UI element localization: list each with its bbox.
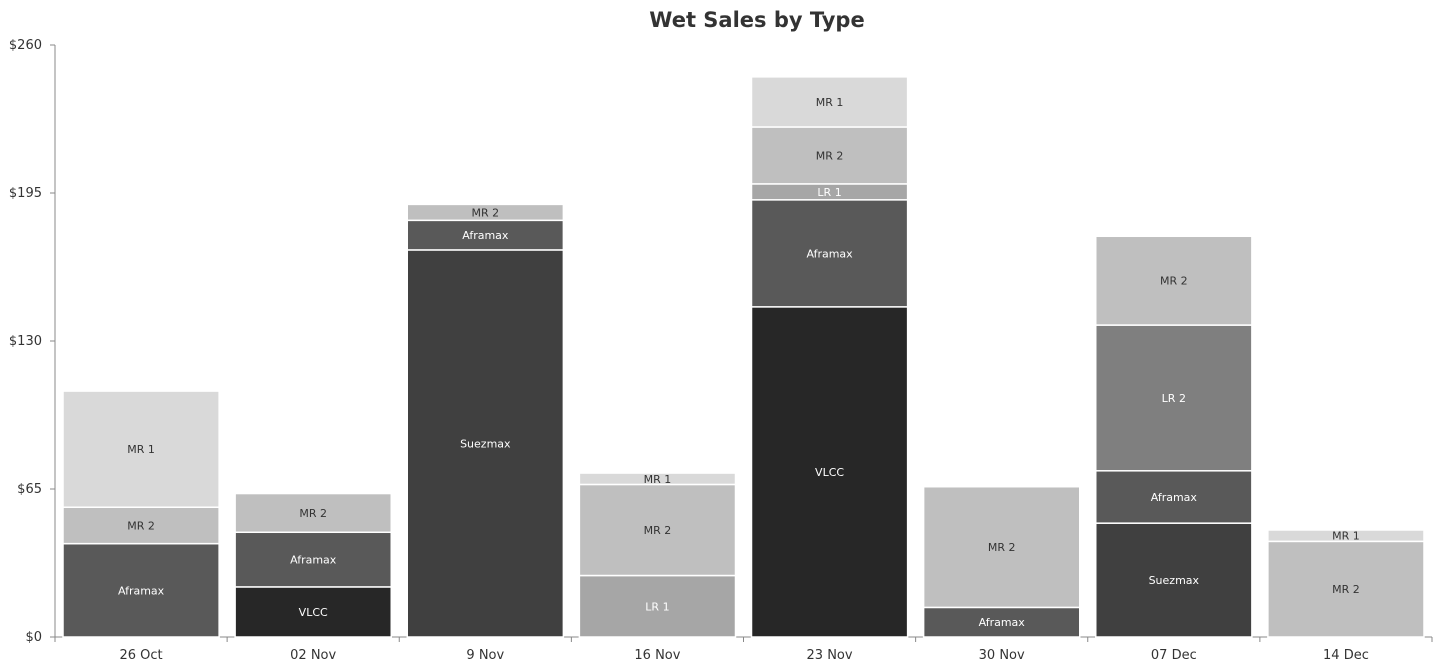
data-label: MR 1 — [816, 96, 844, 109]
data-label: LR 1 — [817, 186, 841, 199]
data-label: Aframax — [979, 616, 1026, 629]
bar-segment — [1095, 324, 1253, 472]
bar-segment — [750, 76, 909, 128]
x-tick-label: 02 Nov — [290, 648, 336, 663]
data-label: Aframax — [1151, 491, 1198, 504]
data-label: MR 2 — [644, 524, 672, 537]
y-tick-label: $65 — [17, 482, 42, 497]
data-label: LR 2 — [1162, 392, 1186, 405]
data-label: MR 1 — [127, 443, 155, 456]
data-label: VLCC — [299, 606, 328, 619]
x-tick-label: 07 Dec — [1151, 648, 1197, 663]
data-label: MR 2 — [816, 149, 844, 162]
bar-segment — [578, 472, 737, 486]
data-label: Aframax — [462, 229, 509, 242]
data-label: MR 2 — [471, 206, 499, 219]
data-label: MR 2 — [988, 541, 1016, 554]
x-tick-label: 30 Nov — [979, 648, 1025, 663]
bar-segment — [750, 126, 909, 185]
x-tick-label: 23 Nov — [807, 648, 853, 663]
bar-segment — [578, 574, 737, 638]
data-label: VLCC — [815, 466, 844, 479]
chart-title: Wet Sales by Type — [649, 8, 865, 32]
bar-segment — [578, 483, 737, 577]
bar-segment — [1095, 470, 1253, 524]
bar-segment — [922, 606, 1081, 638]
data-label: Aframax — [118, 584, 165, 597]
bar-segment — [234, 531, 392, 588]
bar-segment — [1095, 235, 1253, 326]
data-label: MR 1 — [644, 473, 672, 486]
data-label: MR 2 — [299, 507, 327, 520]
y-tick-label: $0 — [25, 630, 42, 645]
bar-segment — [1267, 540, 1425, 638]
data-label: LR 1 — [645, 600, 669, 613]
bar-segment — [1095, 522, 1253, 638]
data-label: MR 1 — [1332, 530, 1360, 543]
bar-segment — [406, 249, 565, 638]
bar-segment — [1267, 529, 1425, 543]
bar-segment — [750, 306, 909, 638]
data-label: Aframax — [290, 554, 337, 567]
data-label: MR 2 — [1160, 275, 1188, 288]
bar-segment — [234, 586, 392, 638]
x-tick-label: 9 Nov — [466, 648, 504, 663]
bar-segment — [750, 199, 909, 308]
data-label: Suezmax — [460, 437, 511, 450]
bar-segment — [406, 219, 565, 251]
bar-segment — [62, 390, 220, 508]
y-tick-label: $195 — [9, 186, 42, 201]
x-tick-label: 26 Oct — [119, 648, 162, 663]
y-tick-label: $260 — [9, 38, 42, 53]
x-tick-label: 14 Dec — [1323, 648, 1369, 663]
y-tick-label: $130 — [9, 334, 42, 349]
bar-segment — [62, 506, 220, 545]
data-label: MR 2 — [1332, 583, 1360, 596]
bar-segment — [922, 485, 1081, 609]
data-label: MR 2 — [127, 519, 155, 532]
data-label: Suezmax — [1149, 574, 1200, 587]
bar-segment — [234, 492, 392, 534]
x-tick-label: 16 Nov — [634, 648, 680, 663]
data-label: Aframax — [806, 247, 853, 260]
bar-segment — [406, 203, 565, 222]
